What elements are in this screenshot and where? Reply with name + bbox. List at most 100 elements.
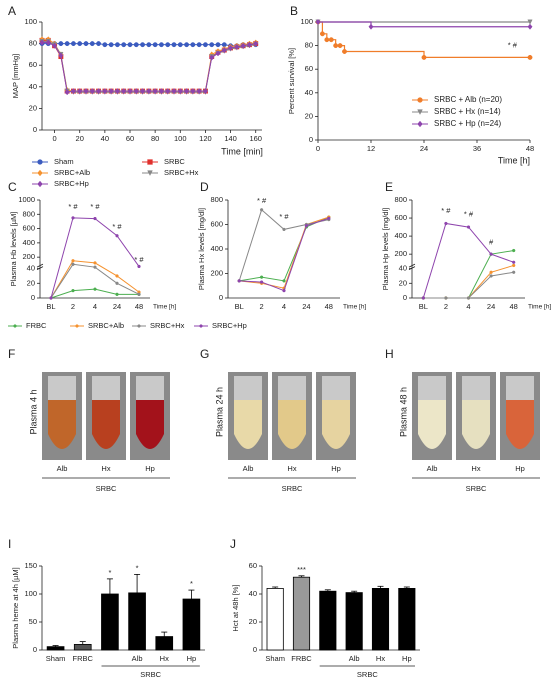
tube-label: Hp (515, 464, 525, 473)
marker (512, 260, 516, 264)
marker (237, 279, 241, 283)
marker (171, 88, 177, 95)
marker (102, 42, 108, 48)
x-axis-label: Time [h] (343, 304, 366, 311)
tube-liquid (92, 400, 120, 449)
y-tick-label: 0 (33, 645, 37, 654)
x-tick-label: 80 (151, 134, 159, 143)
marker (71, 259, 75, 263)
y-tick-label: 200 (210, 268, 223, 277)
marker (259, 280, 264, 284)
marker (146, 88, 152, 95)
annotation: *** (297, 565, 306, 574)
marker (324, 37, 330, 43)
legend-label: SRBC + Hp (n=24) (434, 119, 501, 128)
marker (512, 263, 516, 268)
tube-glass (234, 376, 262, 400)
marker (114, 88, 120, 95)
y-tick-label: 100 (24, 17, 37, 26)
marker (121, 42, 127, 48)
tube-label: Hp (145, 464, 155, 473)
bar (155, 636, 174, 651)
x-tick-label: 120 (199, 134, 212, 143)
marker (527, 54, 533, 60)
marker (83, 41, 89, 47)
annotation: * (108, 568, 111, 577)
y-tick-label: 600 (22, 224, 35, 233)
y-tick-label: 0 (253, 645, 257, 654)
legend-label: SRBC+Alb (54, 168, 90, 177)
marker (228, 44, 234, 51)
tube-glass (506, 376, 534, 400)
marker (70, 41, 76, 47)
marker (37, 169, 43, 177)
marker (146, 42, 152, 48)
annotation: * # (279, 212, 289, 221)
bar (398, 588, 416, 651)
tube-glass (278, 376, 306, 400)
marker (184, 42, 190, 48)
annotation: * (190, 579, 193, 588)
tube-label: Alb (57, 464, 68, 473)
marker (489, 274, 493, 278)
y-axis-label: Hct at 48h [%] (231, 584, 240, 631)
marker (115, 234, 119, 238)
marker (75, 324, 79, 328)
y-tick-label: 50 (29, 617, 37, 626)
marker (158, 42, 164, 48)
x-axis-label: Time [h] (498, 155, 530, 165)
series-line (423, 271, 514, 299)
x-tick-label: FRBC (291, 654, 312, 663)
marker (127, 88, 133, 95)
x-tick-label: 24 (113, 302, 121, 311)
tube-liquid (322, 400, 350, 449)
y-axis-label: Plasma Hb levels [µM] (9, 212, 18, 287)
x-tick-label: 48 (135, 302, 143, 311)
marker (527, 23, 533, 30)
marker (93, 216, 97, 221)
marker (253, 40, 259, 47)
photo-title: Plasma 48 h (398, 387, 408, 437)
panel-letter: G (200, 347, 209, 361)
group-label: SRBC (282, 484, 303, 493)
marker (246, 41, 252, 48)
marker (133, 42, 139, 48)
tube-glass (48, 376, 76, 400)
y-tick-label: 800 (394, 195, 407, 204)
marker (259, 275, 264, 279)
photo-title: Plasma 24 h (214, 387, 224, 437)
y-tick-label: 40 (399, 264, 407, 273)
marker (190, 42, 196, 48)
x-tick-label: 2 (71, 302, 75, 311)
y-tick-label: 100 (300, 17, 313, 26)
y-tick-label: 0 (403, 293, 407, 302)
legend-label: FRBC (26, 321, 47, 330)
y-tick-label: 400 (22, 238, 35, 247)
marker (102, 88, 108, 95)
marker (259, 208, 264, 212)
marker (421, 54, 427, 60)
tube-liquid (136, 400, 164, 449)
marker (202, 42, 208, 48)
marker (165, 88, 171, 95)
bar (266, 588, 284, 651)
x-tick-label: Alb (132, 654, 143, 663)
panel-letter: F (8, 347, 15, 361)
series-line (423, 264, 514, 299)
y-tick-label: 1000 (18, 195, 35, 204)
x-tick-label: 4 (466, 302, 470, 311)
panel-letter: C (8, 180, 17, 194)
marker (140, 88, 146, 95)
legend-label: Sham (54, 157, 74, 166)
marker (512, 248, 516, 253)
marker (466, 296, 471, 300)
y-tick-label: 20 (29, 103, 37, 112)
y-tick-label: 80 (305, 41, 313, 50)
marker (77, 88, 83, 95)
marker (466, 225, 471, 229)
tube-glass (462, 376, 490, 400)
marker (282, 227, 286, 232)
marker (71, 289, 75, 293)
bar (345, 592, 363, 651)
tube-glass (322, 376, 350, 400)
